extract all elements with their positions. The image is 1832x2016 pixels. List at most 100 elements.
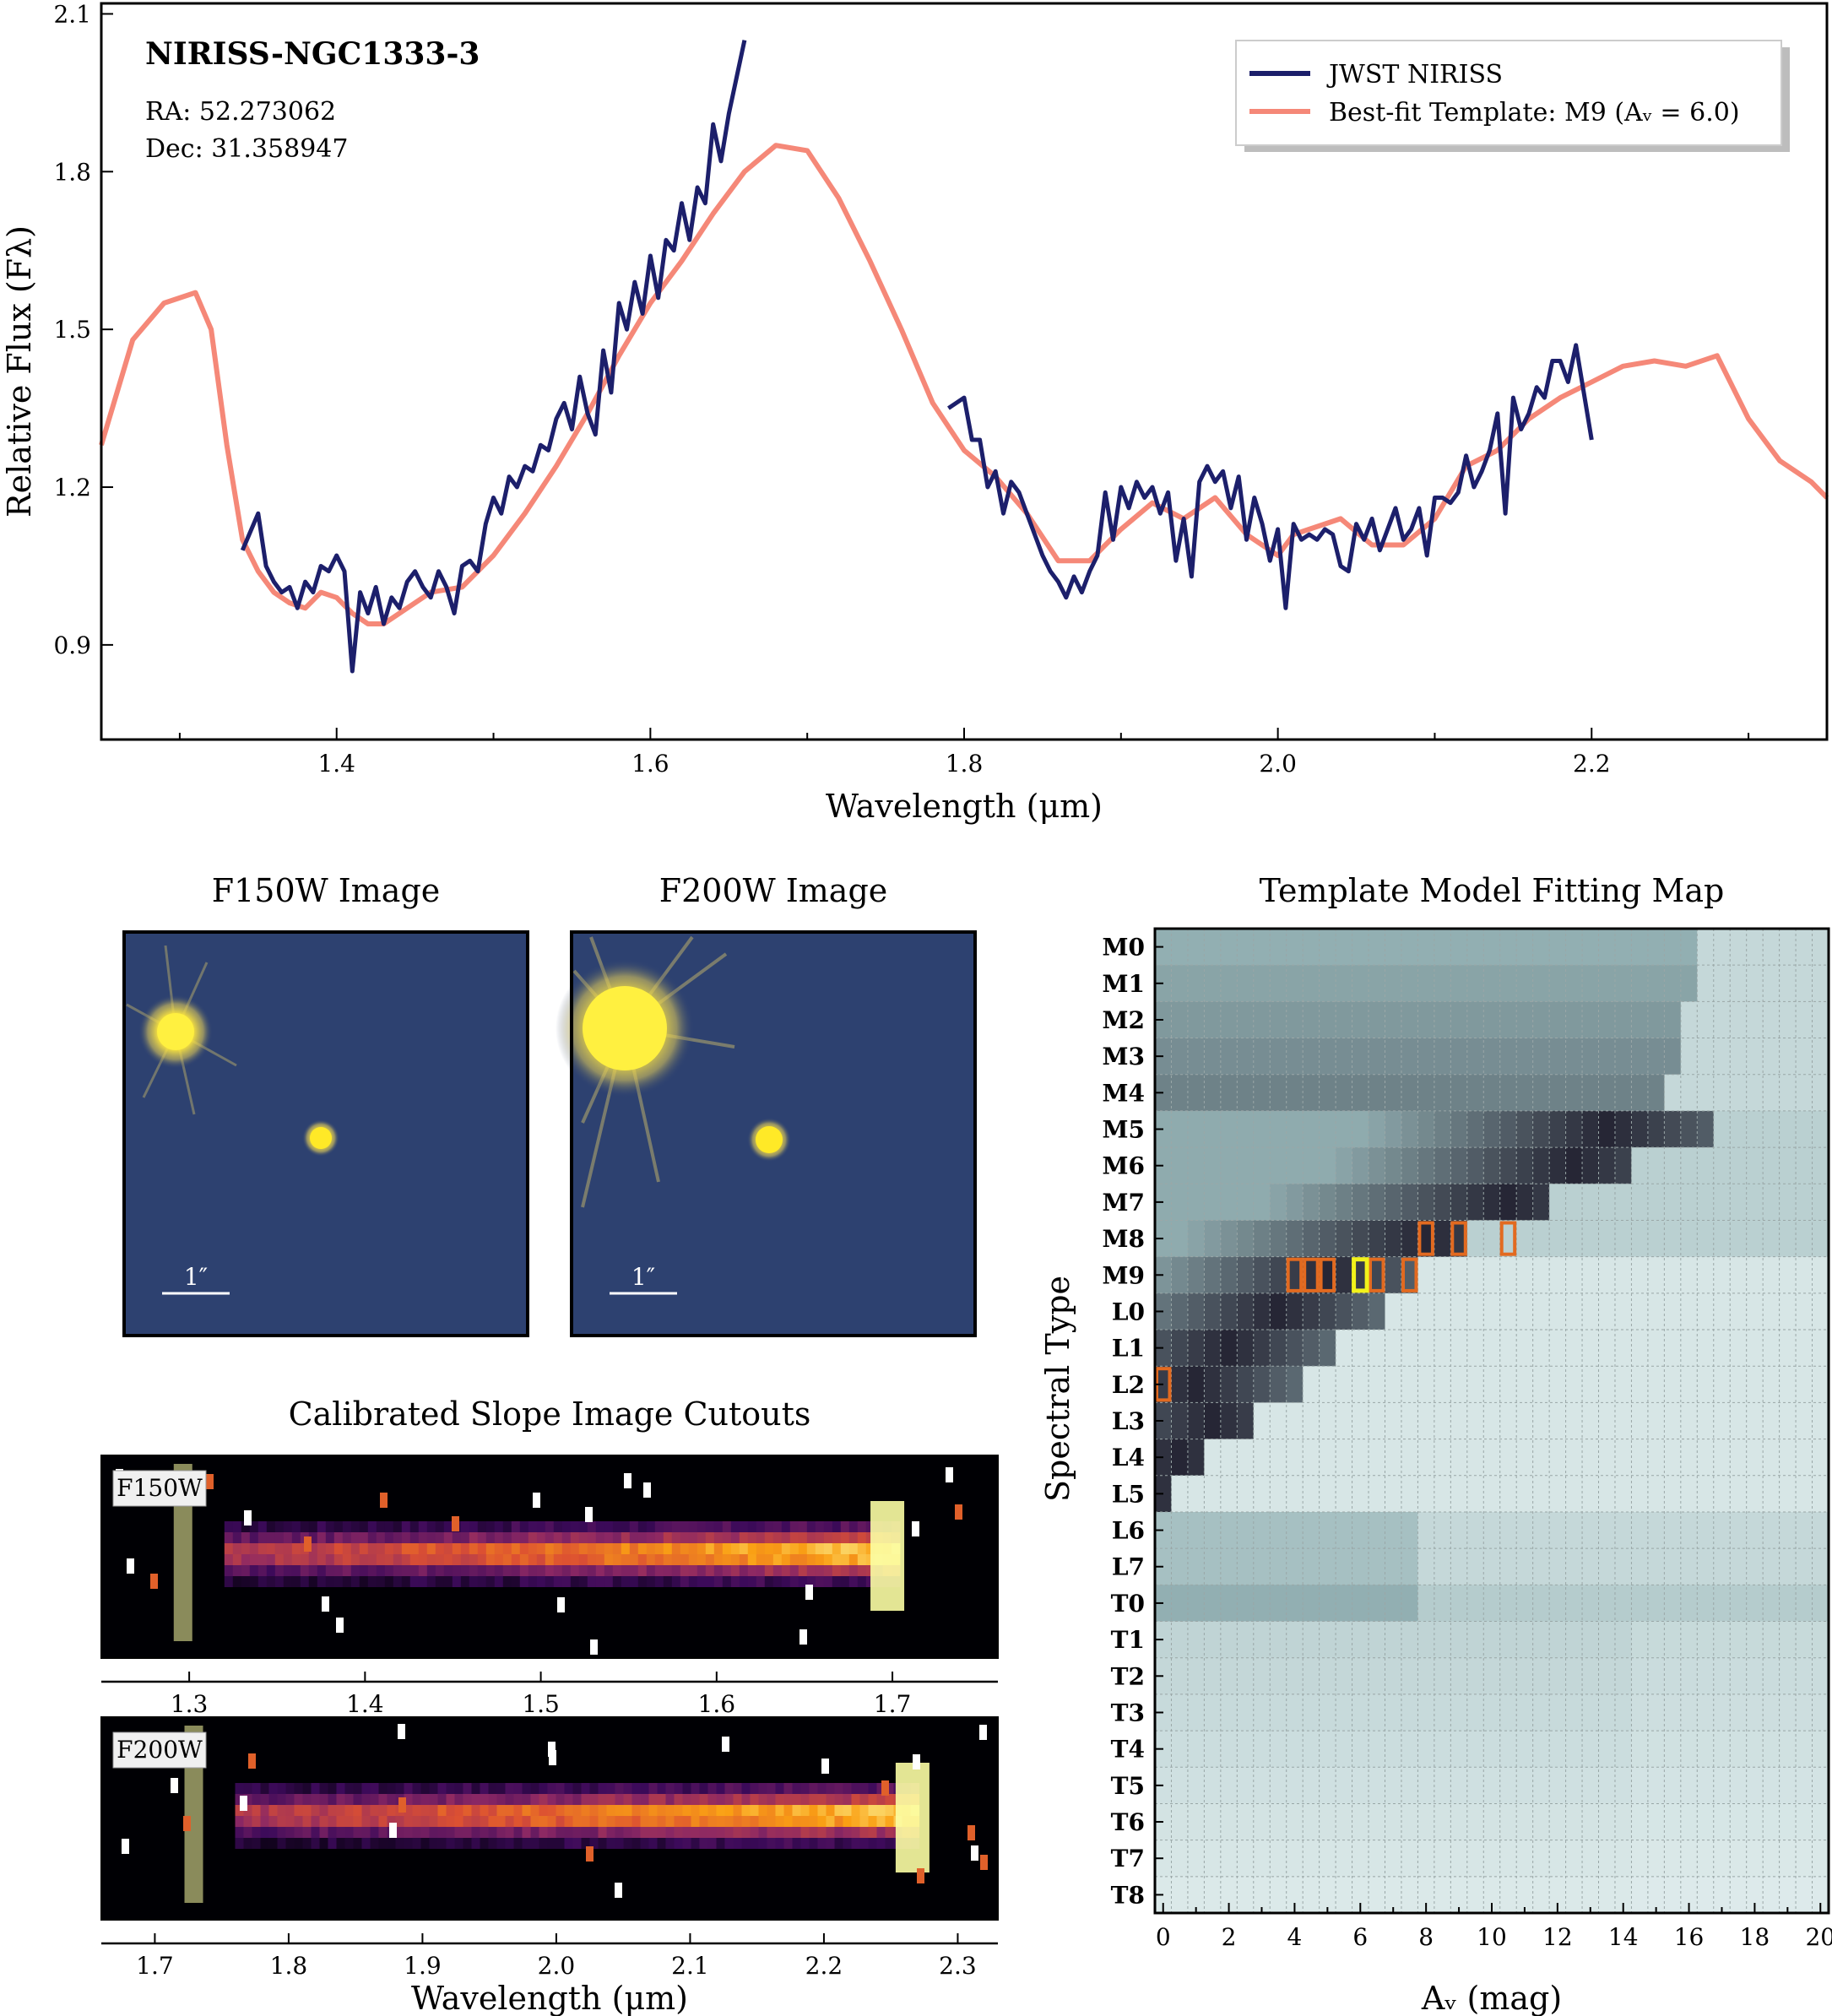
trace-pixel <box>772 1576 783 1587</box>
trace-pixel <box>463 1827 473 1838</box>
map-cell <box>1204 1147 1222 1184</box>
trace-pixel <box>724 1816 734 1827</box>
map-cell <box>1352 1731 1369 1768</box>
trace-pixel <box>285 1816 295 1827</box>
trace-pixel <box>266 1543 276 1554</box>
map-cell <box>1369 1074 1385 1112</box>
hot-pixel <box>805 1585 813 1600</box>
trace-pixel <box>294 1794 304 1805</box>
map-cell <box>1385 1585 1402 1622</box>
map-cell <box>1631 1220 1649 1258</box>
map-cell <box>1713 1038 1731 1076</box>
trace-pixel <box>885 1816 895 1827</box>
map-cell <box>1336 1731 1353 1768</box>
map-cell <box>1631 1731 1649 1768</box>
map-cell <box>1499 1694 1517 1731</box>
map-cell <box>1417 1220 1435 1258</box>
hot-pixel <box>913 1754 920 1769</box>
map-cell <box>1796 1256 1813 1294</box>
map-cell <box>1336 1366 1353 1403</box>
map-cell <box>1286 1585 1304 1622</box>
trace-pixel <box>783 1805 794 1816</box>
trace-pixel <box>747 1554 757 1565</box>
trace-pixel <box>733 1838 743 1849</box>
map-cell <box>1319 1475 1336 1513</box>
map-cell <box>1647 1803 1665 1841</box>
trace-pixel <box>775 1805 785 1816</box>
trace-pixel <box>519 1521 529 1532</box>
f150w-image-panel: F150W Image 1″ <box>122 872 529 1337</box>
trace-pixel <box>792 1827 802 1838</box>
trace-pixel <box>384 1543 394 1554</box>
map-y-tick-label: M2 <box>1103 1006 1145 1034</box>
map-cell <box>1483 1038 1501 1076</box>
map-cell <box>1647 1767 1665 1804</box>
trace-pixel <box>688 1565 698 1576</box>
trace-pixel <box>325 1543 335 1554</box>
hot-pixel <box>533 1493 540 1508</box>
trace-pixel <box>823 1521 833 1532</box>
map-cell <box>1270 1475 1287 1513</box>
slope-x-axis-label: Wavelength (μm) <box>411 1980 688 2016</box>
trace-pixel <box>691 1794 701 1805</box>
trace-pixel <box>235 1827 245 1838</box>
trace-pixel <box>463 1794 473 1805</box>
map-cell <box>1171 1110 1189 1148</box>
map-cell <box>1385 1330 1402 1367</box>
map-cell <box>1615 1876 1632 1914</box>
map-cell <box>1730 1293 1748 1330</box>
trace-pixel <box>885 1805 895 1816</box>
trace-pixel <box>446 1816 456 1827</box>
trace-pixel <box>806 1576 816 1587</box>
trace-pixel <box>395 1816 405 1827</box>
map-cell <box>1369 1256 1385 1294</box>
map-cell <box>1319 1366 1336 1403</box>
map-cell <box>1779 965 1797 1002</box>
trace-pixel <box>587 1554 597 1565</box>
trace-pixel <box>268 1794 279 1805</box>
map-cell <box>1713 1110 1731 1148</box>
map-cell <box>1664 1330 1682 1367</box>
map-y-tick-label: T2 <box>1111 1662 1145 1690</box>
hot-pixel <box>917 1868 924 1883</box>
trace-pixel <box>564 1783 574 1794</box>
map-cell <box>1352 1657 1369 1695</box>
trace-pixel <box>595 1565 605 1576</box>
map-cell <box>1779 1439 1797 1477</box>
trace-pixel <box>595 1532 605 1543</box>
map-cell <box>1483 1330 1501 1367</box>
map-cell <box>1187 1803 1205 1841</box>
map-cell <box>1532 1767 1550 1804</box>
trace-pixel <box>376 1565 386 1576</box>
trace-pixel <box>511 1521 521 1532</box>
map-cell <box>1680 1402 1698 1440</box>
map-cell <box>1483 1585 1501 1622</box>
map-cell <box>1336 929 1353 966</box>
map-cell <box>1286 1731 1304 1768</box>
trace-pixel <box>302 1783 312 1794</box>
map-cell <box>1796 1585 1813 1622</box>
map-cell <box>1204 1694 1222 1731</box>
trace-pixel <box>564 1805 574 1816</box>
map-cell <box>1336 1220 1353 1258</box>
trace-pixel <box>598 1827 608 1838</box>
map-cell <box>1187 965 1205 1002</box>
map-cell <box>1369 1366 1385 1403</box>
trace-pixel <box>826 1816 836 1827</box>
trace-pixel <box>623 1783 633 1794</box>
map-cell <box>1516 1074 1534 1112</box>
map-cell <box>1664 1256 1682 1294</box>
map-cell <box>1401 1366 1418 1403</box>
trace-pixel <box>536 1565 546 1576</box>
trace-pixel <box>775 1827 785 1838</box>
map-cell <box>1336 1330 1353 1367</box>
map-cell <box>1270 1038 1287 1076</box>
trace-pixel <box>823 1554 833 1565</box>
trace-pixel <box>758 1838 768 1849</box>
trace-pixel <box>505 1783 515 1794</box>
map-cell <box>1763 1220 1781 1258</box>
map-cell <box>1220 1293 1238 1330</box>
map-cell <box>1647 1256 1665 1294</box>
trace-pixel <box>750 1838 760 1849</box>
